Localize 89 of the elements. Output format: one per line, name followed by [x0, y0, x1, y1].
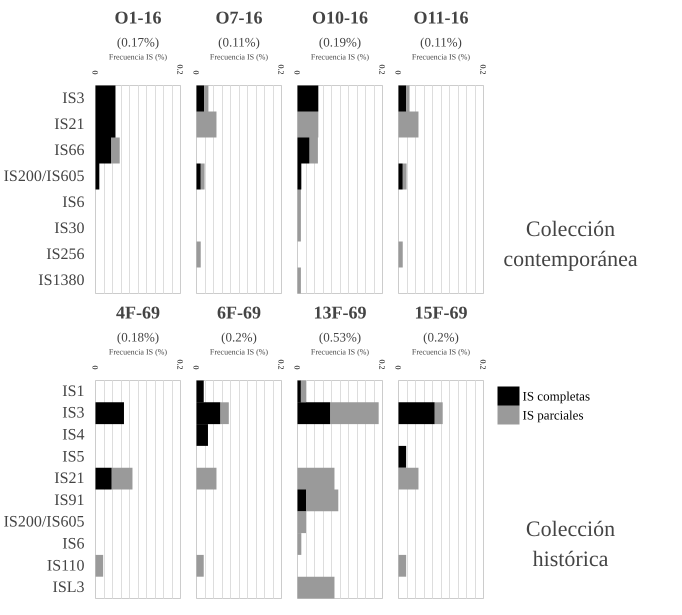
bar — [220, 402, 229, 424]
x-tick-label: 0 — [192, 70, 200, 74]
x-tick-label: 0.2 — [378, 360, 386, 370]
x-tick-label: 0 — [192, 366, 200, 370]
chart-subtitle: (0.11%) — [218, 34, 260, 50]
x-tick-label: 0 — [90, 70, 100, 74]
x-tick-label: 0.2 — [478, 360, 488, 370]
y-tick-label: ISL3 — [52, 579, 84, 596]
bar — [200, 164, 205, 190]
y-tick-label: IS91 — [54, 492, 85, 509]
y-tick-label: IS66 — [54, 142, 85, 159]
x-tick-label: 0.2 — [378, 64, 386, 74]
y-tick-label: IS3 — [62, 404, 85, 422]
bar — [196, 242, 201, 268]
legend-label: IS completas — [522, 388, 590, 404]
y-tick-label: IS6 — [62, 194, 85, 211]
bar — [112, 468, 132, 490]
y-tick-label: IS21 — [54, 116, 85, 133]
bar — [196, 554, 204, 577]
x-tick-label: 0.2 — [276, 64, 286, 74]
chart-subtitle: (0.2%) — [423, 330, 459, 344]
bar — [398, 402, 435, 424]
chart-title: O11-16 — [414, 8, 469, 28]
x-tick-label: 0 — [292, 366, 302, 370]
text: Colección histórica — [526, 516, 616, 571]
y-tick-label: IS4 — [62, 426, 85, 444]
x-axis-title: Frecuencia IS (%) — [412, 52, 470, 62]
y-tick-label: IS30 — [54, 220, 85, 237]
x-axis-title: Frecuencia IS (%) — [210, 52, 268, 62]
y-tick-label: IS6 — [62, 536, 85, 552]
x-tick-label: 0 — [292, 70, 302, 74]
y-tick-label: IS110 — [46, 557, 85, 574]
chart-title: O7-16 — [216, 8, 262, 28]
chart-subtitle: (0.19%) — [318, 34, 362, 50]
bar — [196, 164, 201, 190]
bar — [398, 242, 403, 268]
text: Colección contemporánea — [503, 216, 638, 271]
y-tick-label: IS1 — [62, 382, 85, 400]
legend-label: IS parciales — [522, 408, 584, 422]
bar — [196, 86, 204, 112]
x-tick-label: 0 — [394, 70, 402, 74]
bar — [330, 402, 379, 424]
x-tick-label: 0 — [394, 366, 402, 370]
x-tick-label: 0.2 — [478, 64, 488, 74]
x-axis-title: Frecuencia IS (%) — [412, 348, 470, 356]
chart-subtitle: (0.17%) — [116, 34, 160, 50]
chart-title: 15F-69 — [414, 302, 468, 322]
bar — [96, 468, 112, 490]
bar — [196, 468, 216, 490]
chart-title: O1-16 — [114, 8, 162, 28]
bar — [298, 490, 306, 512]
y-tick-label: IS256 — [46, 246, 85, 263]
x-axis-title: Frecuencia IS (%) — [108, 348, 168, 356]
x-tick-label: 0.2 — [276, 360, 286, 370]
x-axis-title: Frecuencia IS (%) — [310, 348, 370, 356]
x-tick-label: 0.2 — [176, 64, 184, 74]
y-tick-label: IS200/IS605 — [4, 514, 85, 531]
bar — [434, 402, 443, 424]
y-tick-label: IS3 — [62, 90, 85, 107]
bar — [300, 380, 306, 402]
bar — [298, 86, 318, 112]
bar — [398, 164, 403, 190]
x-tick-label: 0 — [90, 366, 100, 370]
y-tick-label: IS200/IS605 — [4, 168, 85, 185]
y-tick-label: IS1380 — [38, 272, 85, 289]
bar — [398, 554, 406, 577]
chart-subtitle: (0.53%) — [318, 330, 362, 344]
y-tick-label: IS5 — [62, 448, 85, 466]
x-axis-title: Frecuencia IS (%) — [108, 52, 168, 62]
bar — [96, 402, 124, 424]
chart-title: O10-16 — [312, 8, 368, 28]
chart-title: 4F-69 — [116, 302, 160, 322]
y-tick-label: IS21 — [54, 470, 85, 488]
chart-subtitle: (0.18%) — [116, 330, 160, 344]
bar — [298, 576, 334, 598]
bar — [298, 268, 301, 294]
bar — [402, 164, 407, 190]
bar — [398, 86, 406, 112]
chart-title: 6F-69 — [217, 302, 262, 322]
bar — [96, 554, 104, 577]
x-tick-label: 0.2 — [176, 360, 184, 370]
bar — [398, 446, 406, 468]
bar — [111, 138, 120, 164]
x-axis-title: Frecuencia IS (%) — [310, 52, 370, 62]
bar — [398, 468, 418, 490]
chart-title: 13F-69 — [314, 302, 367, 322]
chart-subtitle: (0.2%) — [221, 330, 257, 344]
x-axis-title: Frecuencia IS (%) — [210, 348, 268, 356]
chart-subtitle: (0.11%) — [420, 34, 462, 50]
